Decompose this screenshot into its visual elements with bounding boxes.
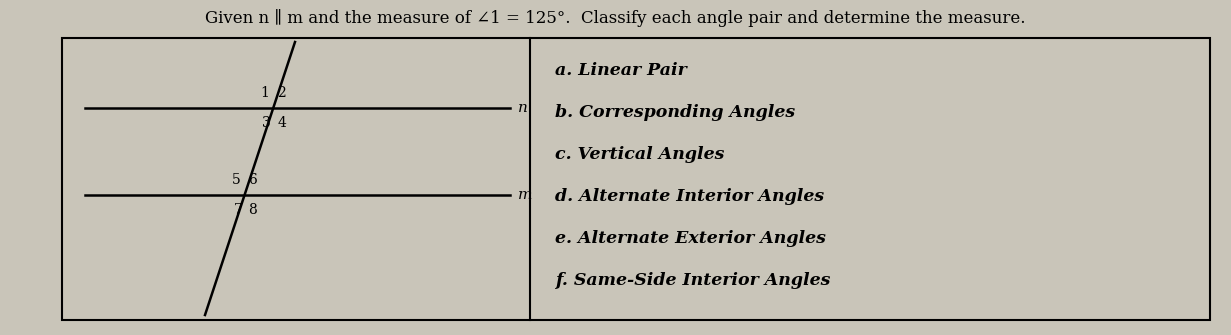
Text: d. Alternate Interior Angles: d. Alternate Interior Angles	[555, 188, 824, 205]
Text: e. Alternate Exterior Angles: e. Alternate Exterior Angles	[555, 230, 826, 247]
Text: 6: 6	[249, 173, 257, 187]
Text: n: n	[518, 101, 528, 115]
Text: a. Linear Pair: a. Linear Pair	[555, 62, 687, 79]
Text: 1: 1	[261, 86, 270, 100]
Text: Given n ∥ m and the measure of ∠1 = 125°.  Classify each angle pair and determin: Given n ∥ m and the measure of ∠1 = 125°…	[204, 9, 1025, 27]
Text: c. Vertical Angles: c. Vertical Angles	[555, 146, 724, 163]
Text: 4: 4	[277, 116, 286, 130]
Text: f. Same-Side Interior Angles: f. Same-Side Interior Angles	[555, 272, 831, 289]
Text: 8: 8	[249, 203, 257, 217]
Text: m: m	[518, 188, 533, 202]
Text: b. Corresponding Angles: b. Corresponding Angles	[555, 104, 795, 121]
Text: 3: 3	[262, 116, 271, 130]
Text: 5: 5	[231, 173, 240, 187]
Bar	[62, 38, 1210, 320]
Text: 2: 2	[277, 86, 286, 100]
Text: 7: 7	[234, 203, 243, 217]
